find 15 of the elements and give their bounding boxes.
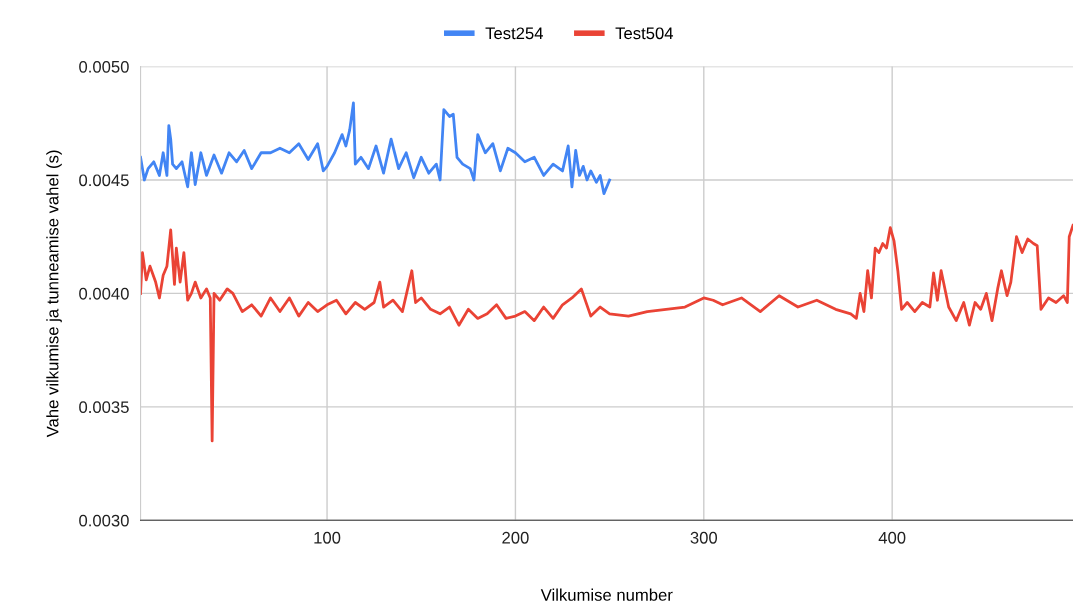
y-axis-title: Vahe vilkumise ja tunneamise vahel (s) xyxy=(46,150,62,438)
y-tick-label: 0.0045 xyxy=(79,174,129,187)
legend-label: Test254 xyxy=(485,27,544,40)
x-axis-title: Vilkumise number xyxy=(540,588,673,601)
line-series xyxy=(140,101,611,195)
legend-label: Test504 xyxy=(615,27,674,40)
y-tick-label: 0.0040 xyxy=(79,287,129,300)
y-tick-label: 0.0050 xyxy=(79,60,129,73)
line-series xyxy=(140,223,1073,443)
x-tick-label: 300 xyxy=(690,531,718,544)
x-tick-label: 400 xyxy=(878,531,906,544)
x-tick-label: 200 xyxy=(502,531,529,544)
y-tick-label: 0.0035 xyxy=(79,401,129,414)
x-tick-label: 100 xyxy=(314,531,341,544)
y-tick-label: 0.0030 xyxy=(79,514,129,527)
